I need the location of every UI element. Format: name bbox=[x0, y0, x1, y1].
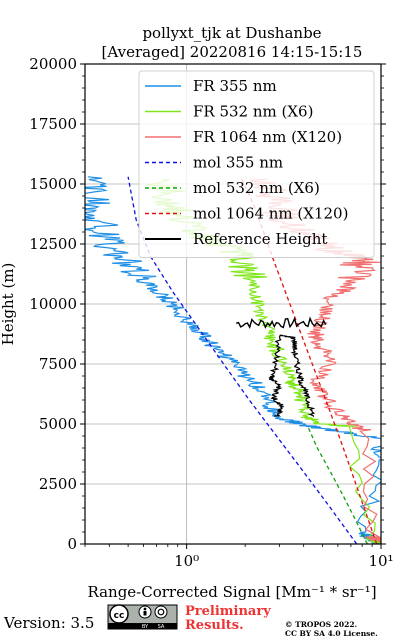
version-label: Version: 3.5 bbox=[3, 614, 94, 632]
legend-label: FR 355 nm bbox=[193, 77, 277, 95]
y-tick-label: 2500 bbox=[39, 475, 77, 493]
chart-title: pollyxt_tjk at Dushanbe bbox=[142, 24, 321, 42]
reference-band-line bbox=[235, 316, 327, 330]
series-line-4 bbox=[307, 426, 368, 544]
y-tick-label: 7500 bbox=[39, 355, 77, 373]
legend-box bbox=[138, 70, 375, 258]
y-tick-label: 12500 bbox=[29, 235, 77, 253]
cc-license-badge: cc BY SA bbox=[107, 604, 178, 630]
legend-label: FR 1064 nm (X120) bbox=[193, 128, 342, 146]
legend-label: Reference Height bbox=[193, 230, 327, 248]
y-tick-label: 5000 bbox=[39, 415, 77, 433]
legend: FR 355 nm FR 532 nm (X6) FR 1064 nm (X120)… bbox=[138, 70, 375, 258]
legend-label: mol 1064 nm (X120) bbox=[193, 205, 348, 223]
series-line-0 bbox=[85, 176, 381, 544]
preliminary-line-2: Results. bbox=[185, 618, 244, 633]
y-tick-label: 17500 bbox=[29, 115, 77, 133]
y-tick-label: 10000 bbox=[29, 295, 77, 313]
sa-label: SA bbox=[158, 624, 165, 630]
y-axis-label: Height (m) bbox=[0, 263, 17, 346]
cc-icon-text: cc bbox=[114, 611, 125, 621]
x-tick-label: 10¹ bbox=[368, 552, 393, 570]
x-tick-label: 10⁰ bbox=[174, 552, 199, 570]
y-tick-label: 20000 bbox=[29, 55, 77, 73]
y-tick-label: 0 bbox=[67, 535, 77, 553]
chart-subtitle: [Averaged] 20220816 14:15-15:15 bbox=[102, 43, 363, 61]
copyright-line-1: © TROPOS 2022. bbox=[285, 620, 357, 629]
preliminary-line-1: Preliminary bbox=[185, 604, 271, 619]
series-line-5 bbox=[240, 176, 378, 544]
legend-label: mol 532 nm (X6) bbox=[193, 179, 320, 197]
by-label: BY bbox=[142, 624, 149, 630]
y-tick-label: 15000 bbox=[29, 175, 77, 193]
copyright-line-2: CC BY SA 4.0 License. bbox=[285, 629, 378, 638]
plot-area: 0 2500 5000 7500 10000 12500 15000 17500 20000 10… bbox=[29, 55, 393, 570]
sa-icon bbox=[154, 605, 168, 619]
legend-label: FR 532 nm (X6) bbox=[193, 103, 313, 121]
series-line-6 bbox=[268, 334, 316, 418]
cc-icon bbox=[109, 604, 129, 624]
x-axis-label: Range-Corrected Signal [Mm⁻¹ * sr⁻¹] bbox=[87, 583, 376, 601]
legend-label: mol 355 nm bbox=[193, 154, 283, 172]
